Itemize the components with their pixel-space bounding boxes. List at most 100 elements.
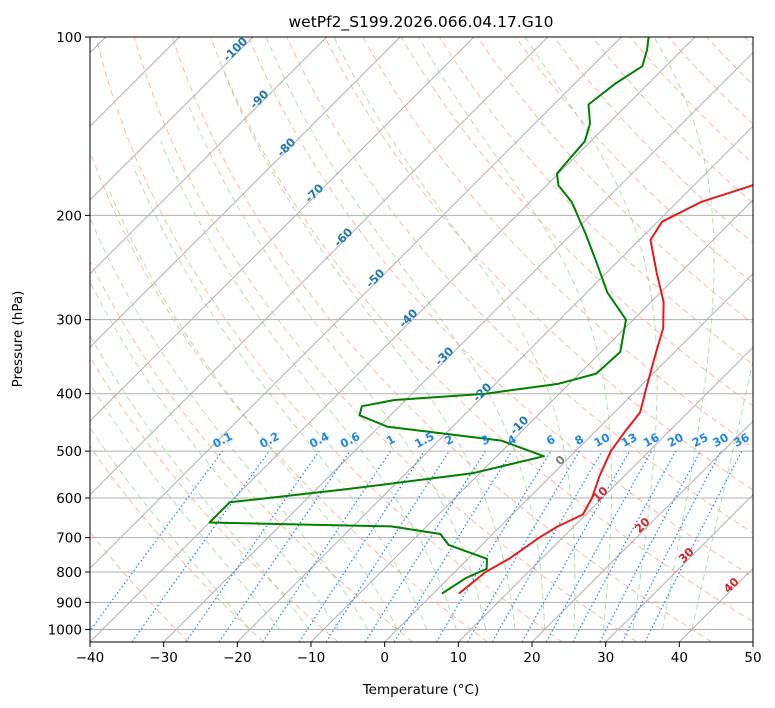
isotherm-label: -80 <box>274 135 299 160</box>
y-tick-label: 800 <box>56 565 82 581</box>
mixing-ratio-line <box>521 450 631 642</box>
dry-adiabat <box>553 37 753 244</box>
x-tick-label: 0 <box>380 650 389 666</box>
isotherm <box>90 37 549 496</box>
x-tick-label: 30 <box>597 650 614 666</box>
plot-frame <box>89 36 754 643</box>
y-tick-label: 100 <box>56 30 82 46</box>
mixing-ratio-line <box>185 450 320 642</box>
dry-adiabat <box>210 37 753 623</box>
dry-adiabat <box>515 37 753 284</box>
isotherm-label: -70 <box>302 181 327 206</box>
isotherm-label: 20 <box>632 515 653 536</box>
isotherm-label: -100 <box>220 34 250 64</box>
isotherm-label: 10 <box>590 484 611 505</box>
y-axis: 100 200 300 400 500 600 700 800 900 1000 <box>48 30 90 638</box>
x-tick-label: 40 <box>671 650 688 666</box>
x-tick-label: −40 <box>76 650 105 666</box>
isotherm <box>90 37 475 422</box>
x-axis-label: Temperature (°C) <box>362 682 480 698</box>
isotherm <box>752 641 753 642</box>
dry-adiabat <box>171 37 712 642</box>
dewpoint-profile-line <box>208 37 650 595</box>
isotherm-label: 30 <box>676 545 697 566</box>
x-axis: −40 −30 −20 −10 0 10 20 30 40 50 <box>76 642 762 666</box>
isotherm-label: -50 <box>363 266 388 291</box>
x-tick-label: −20 <box>223 650 252 666</box>
isotherm-label: -60 <box>331 225 356 250</box>
moist-adiabat <box>653 37 715 630</box>
isotherm <box>90 37 401 349</box>
dry-adiabat <box>90 531 190 642</box>
dry-adiabat <box>90 259 414 642</box>
mixing-ratio-line <box>572 450 677 642</box>
isotherm <box>531 420 753 642</box>
y-tick-label: 500 <box>56 444 82 460</box>
dry-adiabat <box>133 37 638 642</box>
dry-adiabat <box>90 445 264 642</box>
dry-adiabat <box>477 37 753 325</box>
isotherm <box>384 272 753 642</box>
dry-adiabat <box>248 37 753 578</box>
dry-adiabat <box>706 37 753 86</box>
mixing-ratio-line <box>131 450 270 642</box>
mixing-ratio-label: 25 <box>690 430 711 450</box>
mixing-ratio-label: 36 <box>731 430 752 450</box>
dry-adiabat <box>286 37 753 534</box>
isotherm <box>90 37 622 570</box>
moist-adiabat <box>223 72 516 630</box>
x-tick-label: 10 <box>450 650 467 666</box>
mixing-ratio-line <box>393 450 513 642</box>
dry-adiabat <box>90 150 488 642</box>
x-tick-label: −30 <box>149 650 178 666</box>
mixing-ratio-label: 16 <box>641 430 662 450</box>
isotherm <box>310 199 753 642</box>
y-tick-label: 1000 <box>48 622 82 638</box>
y-tick-label: 400 <box>56 387 82 403</box>
isotherm <box>90 37 696 642</box>
y-axis-label: Pressure (hPa) <box>10 291 26 388</box>
mixing-ratio-label: 20 <box>665 430 686 450</box>
temperature-profile-line <box>458 184 753 595</box>
isotherm-label: -30 <box>432 344 457 369</box>
dry-adiabat <box>95 37 563 642</box>
mixing-ratio-line <box>298 450 425 642</box>
isotherm-label: 0 <box>552 452 568 468</box>
mixing-ratio-label: 1 <box>384 432 398 448</box>
dry-adiabat <box>90 356 339 642</box>
isotherm-label: -20 <box>470 380 495 405</box>
mixing-ratio-line <box>90 450 223 632</box>
mixing-ratio-line <box>644 450 743 642</box>
moist-adiabat <box>187 104 487 630</box>
mixing-ratio-line <box>262 450 392 642</box>
mixing-ratio-line <box>218 450 351 642</box>
isotherm <box>90 37 254 201</box>
moist-adiabat <box>333 37 576 630</box>
mixing-ratio-label: 10 <box>591 430 612 450</box>
isotherm <box>605 493 753 642</box>
moist-adiabat <box>90 280 339 630</box>
isotherm <box>457 346 753 642</box>
mixing-ratio-label: 0.2 <box>257 429 282 451</box>
dry-adiabat <box>324 37 753 491</box>
mixing-ratio-label: 8 <box>572 432 586 448</box>
mixing-ratio-line <box>545 450 653 642</box>
moist-adiabat <box>691 358 753 630</box>
isotherm-label: -90 <box>247 87 272 112</box>
mixing-ratio-label: 0.1 <box>210 429 235 451</box>
mixing-ratio-label: 30 <box>710 430 731 450</box>
isotherm <box>678 567 753 642</box>
plot-area: 0.1 0.2 0.4 0.6 1 1.5 2 3 4 6 8 10 13 16 20 25 30 36-100-… <box>90 34 753 642</box>
moist-adiabat <box>107 188 398 630</box>
moist-adiabat <box>524 37 658 630</box>
y-tick-label: 600 <box>56 491 82 507</box>
y-tick-label: 200 <box>56 208 82 224</box>
mixing-ratio-label: 6 <box>544 432 558 448</box>
moist-adiabat <box>132 165 428 630</box>
mixing-ratio-label: 0.4 <box>307 429 332 451</box>
y-tick-label: 700 <box>56 531 82 547</box>
isotherm <box>236 125 753 642</box>
y-tick-label: 300 <box>56 313 82 329</box>
mixing-ratio-line <box>325 450 450 642</box>
